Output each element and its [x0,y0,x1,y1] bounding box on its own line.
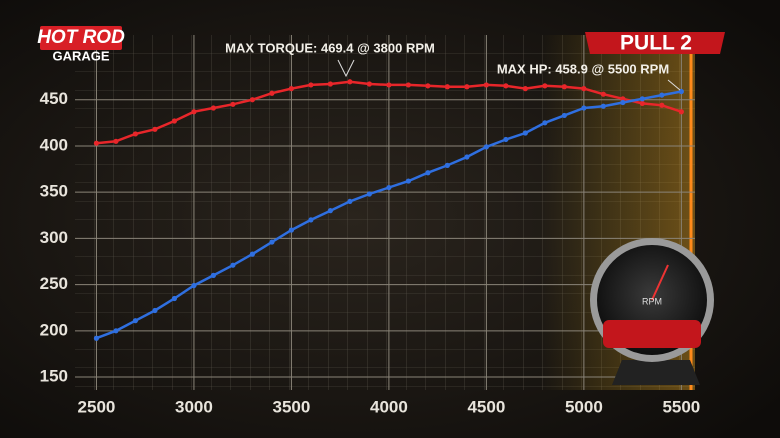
data-point [132,318,139,324]
data-point [678,109,684,115]
data-point [444,162,450,168]
y-tick-label: 400 [40,135,68,154]
data-point [620,96,626,102]
data-point [386,184,392,191]
data-point [581,86,587,92]
data-point [464,84,470,90]
gauge-needle [651,264,669,301]
annotation-pointer [337,59,355,78]
x-tick-label: 5500 [662,397,700,416]
data-point [249,251,256,257]
data-point [308,82,314,88]
data-point [191,109,197,115]
gauge-plate [603,320,701,348]
data-point [600,91,606,97]
data-point [152,307,158,314]
data-point [464,154,470,160]
x-tick-label: 2500 [78,397,116,416]
data-point [639,100,645,107]
data-point [405,82,411,88]
annotation: MAX TORQUE: 469.4 @ 3800 RPM [225,40,435,55]
gauge-stand [612,360,700,385]
annotation: MAX HP: 458.9 @ 5500 RPM [497,61,669,76]
logo: HOT ROD GARAGE [37,26,125,63]
data-point [503,83,509,89]
data-point [171,295,178,302]
x-tick-label: 3500 [273,397,311,416]
y-tick-label: 350 [40,182,68,201]
data-point [444,84,450,90]
data-point [171,118,178,124]
data-point [678,88,684,95]
data-point [561,112,567,119]
logo-text: HOT ROD [37,27,125,48]
data-point [659,102,665,108]
data-point [659,92,665,98]
badge-bg [585,32,725,54]
data-point [210,105,217,111]
x-tick-label: 3000 [175,397,213,416]
data-point [483,144,489,150]
data-point [230,101,236,107]
data-point [93,140,100,146]
data-point [542,83,548,89]
data-point [93,335,100,341]
data-point [347,79,353,85]
logo-subtext: GARAGE [52,48,109,63]
gauge: RPM [590,238,714,385]
data-point [327,208,334,214]
y-tick-label: 250 [40,274,68,293]
data-point [249,97,256,103]
data-point [483,82,489,88]
data-point [561,84,567,90]
data-point [113,328,119,334]
y-tick-label: 150 [40,367,68,386]
data-point [230,262,236,268]
data-point [288,86,295,92]
x-tick-label: 4000 [370,397,408,416]
gauge-label: RPM [642,296,662,306]
data-point [366,81,373,87]
badge: PULL 2 [585,32,725,55]
plot [93,79,684,341]
x-tick-label: 5000 [565,397,603,416]
badge-text: PULL 2 [620,32,692,55]
data-point [269,239,275,245]
y-tick-label: 300 [40,228,68,247]
data-point [522,130,528,136]
logo-bg [40,26,122,50]
data-point [425,83,431,89]
annotation-pointer [667,79,681,91]
data-point [113,138,119,144]
grid [75,35,695,390]
data-point [210,272,217,278]
data-point [405,178,411,184]
data-point [425,170,431,176]
data-point [308,217,314,223]
data-point [327,81,334,87]
data-point [366,191,373,197]
data-point [639,96,645,102]
data-point [191,282,197,289]
data-point [269,90,275,96]
y-tick-label: 450 [40,89,68,108]
data-point [152,126,158,132]
data-point [386,82,392,88]
data-point [347,198,353,205]
data-point [288,227,295,233]
x-tick-label: 4500 [467,397,505,416]
data-point [620,99,626,106]
data-point [522,86,528,92]
data-point [132,131,139,137]
data-point [600,103,606,109]
data-point [542,120,548,126]
data-point [581,105,587,111]
y-tick-label: 200 [40,320,68,339]
data-point [503,136,509,143]
